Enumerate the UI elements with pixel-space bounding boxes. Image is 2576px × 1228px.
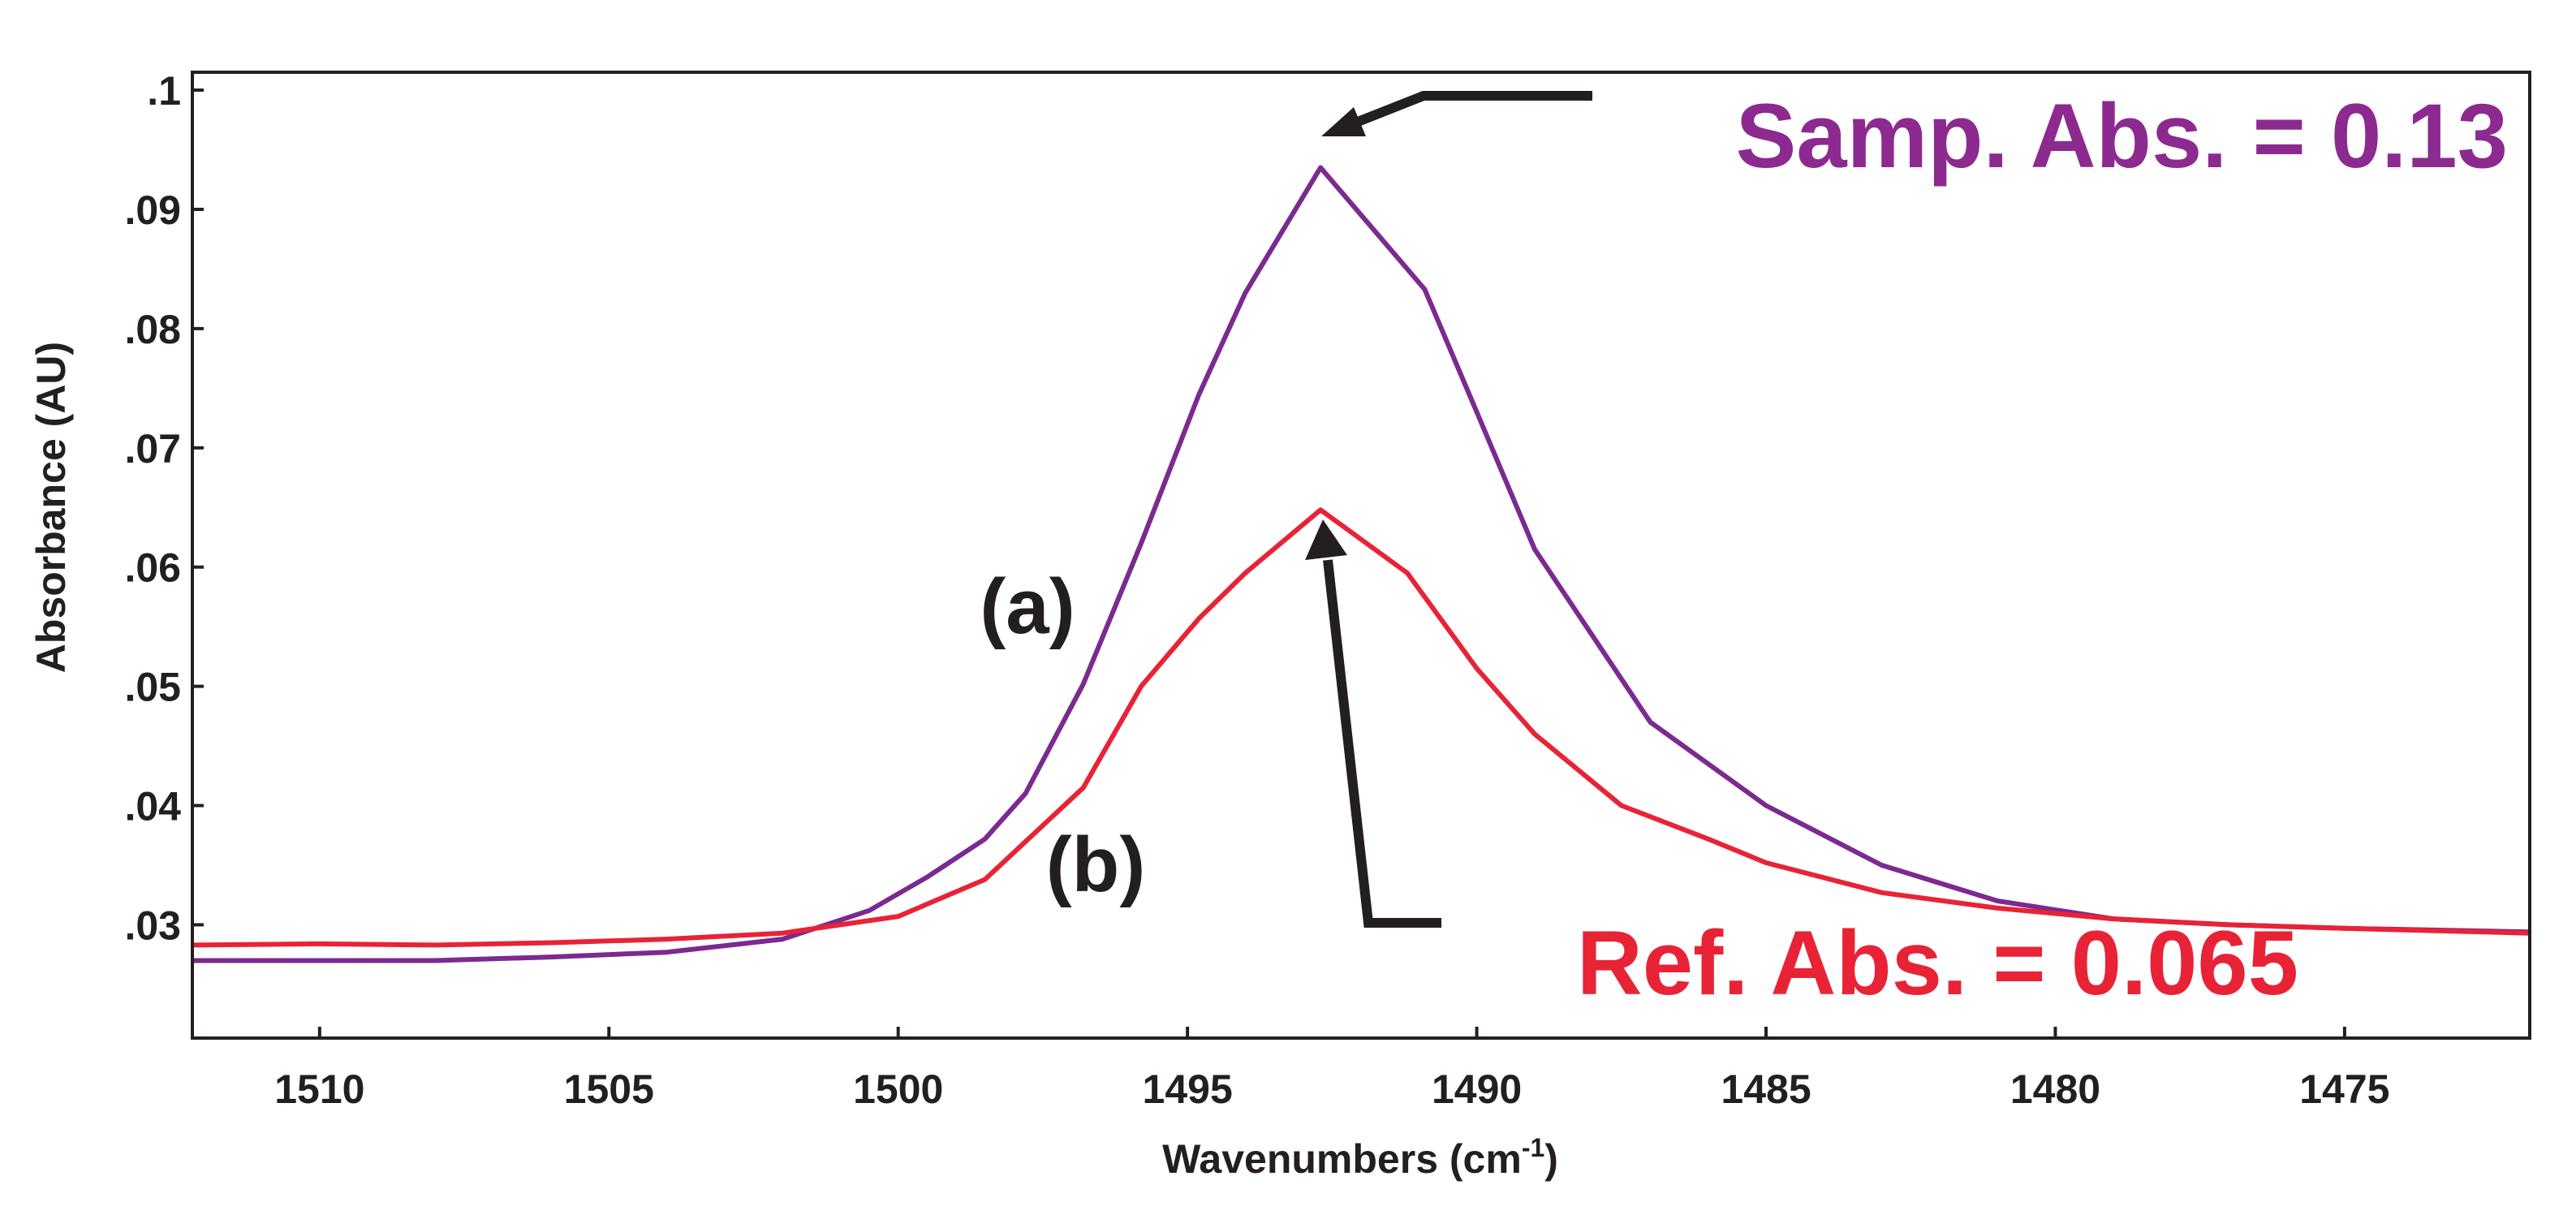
x-tick-label: 1490 [1432, 1066, 1522, 1112]
y-tick-label: .05 [124, 665, 181, 710]
samp-abs-arrow [1351, 91, 1592, 128]
samp-abs-annotation: Samp. Abs. = 0.13 [1736, 85, 2508, 187]
series-label-a: (a) [980, 563, 1075, 650]
x-tick-label: 1485 [1721, 1066, 1811, 1112]
x-tick-label: 1505 [564, 1066, 654, 1112]
x-tick-label: 1480 [2010, 1066, 2100, 1112]
y-tick-label: .08 [124, 307, 181, 352]
series-label-b: (b) [1046, 821, 1146, 908]
x-tick-label: 1495 [1143, 1066, 1233, 1112]
tick-layer: 1510 1505 1500 1495 1490 1485 1480 1475 .03 .04 .0… [124, 68, 2389, 1112]
plot-frame [191, 71, 2531, 1040]
ref-abs-annotation: Ref. Abs. = 0.065 [1577, 912, 2298, 1014]
y-axis-label: Absorbance (AU) [28, 342, 74, 673]
x-tick-label: 1500 [853, 1066, 943, 1112]
x-tick-label: 1510 [274, 1066, 364, 1112]
y-tick-label: .1 [147, 68, 181, 114]
y-tick-label: .03 [124, 903, 181, 948]
series-line-a [192, 165, 2531, 963]
x-axis-label: Wavenumbers (cm-1) [1162, 1133, 1558, 1182]
y-tick-label: .04 [124, 784, 181, 829]
y-tick-label: .07 [124, 426, 181, 472]
y-tick-label: .09 [124, 187, 181, 233]
series-line-b [192, 507, 2531, 948]
series-layer [192, 165, 2531, 963]
y-tick-label: .06 [124, 545, 181, 591]
ref-abs-arrow [1323, 559, 1441, 928]
ref-abs-arrowhead [1305, 519, 1347, 560]
samp-abs-arrowhead [1321, 107, 1366, 136]
x-tick-label: 1475 [2299, 1066, 2389, 1112]
